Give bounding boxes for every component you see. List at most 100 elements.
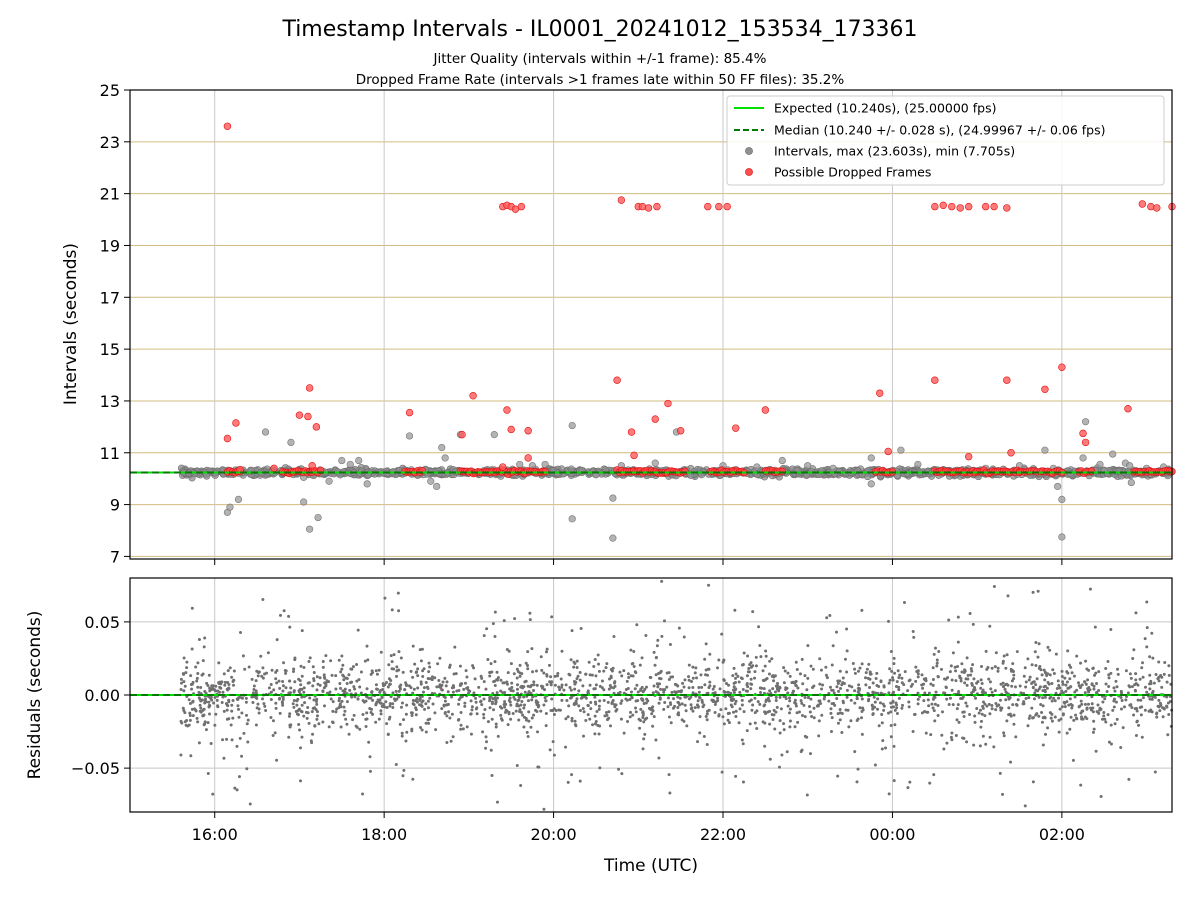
residual-point — [424, 681, 428, 685]
residual-point — [761, 720, 765, 724]
residual-point — [504, 708, 508, 712]
residual-point — [1150, 631, 1154, 635]
residual-point — [475, 712, 479, 716]
dropped-frame-point — [931, 202, 939, 211]
residual-point — [419, 682, 423, 686]
residual-point — [751, 664, 755, 668]
residual-point — [1011, 662, 1015, 666]
residual-point — [805, 735, 809, 739]
residual-point — [639, 719, 643, 723]
residual-point — [619, 701, 623, 705]
residuals-y-tick-label: 0.00 — [84, 686, 120, 705]
residual-point — [289, 686, 293, 690]
residual-point — [338, 703, 342, 707]
intervals-y-tick-label: 15 — [100, 340, 120, 359]
residual-point — [777, 765, 781, 769]
residual-point — [1091, 710, 1095, 714]
residual-point — [1030, 681, 1034, 685]
residual-point — [928, 781, 932, 785]
residual-point — [1024, 680, 1028, 684]
residual-point — [236, 697, 240, 701]
residual-point — [302, 665, 306, 669]
residual-point — [400, 731, 404, 735]
residual-point — [696, 699, 700, 703]
residual-point — [695, 703, 699, 707]
residual-point — [533, 708, 537, 712]
residual-point — [490, 717, 494, 721]
residual-point — [1133, 688, 1137, 692]
residual-point — [315, 675, 319, 679]
residual-point — [250, 677, 254, 681]
residual-point — [564, 683, 568, 687]
residual-point — [898, 673, 902, 677]
residual-point — [680, 702, 684, 706]
residual-point — [542, 807, 546, 811]
residual-point — [877, 684, 881, 688]
residual-point — [190, 647, 194, 651]
residual-point — [298, 746, 302, 750]
residual-point — [747, 666, 751, 670]
residual-point — [188, 718, 192, 722]
residual-point — [493, 660, 497, 664]
residual-point — [964, 677, 968, 681]
residual-point — [245, 767, 249, 771]
x-tick-label: 20:00 — [531, 825, 577, 844]
residual-point — [500, 718, 504, 722]
residual-point — [874, 677, 878, 681]
residual-point — [884, 746, 888, 750]
residual-point — [402, 768, 406, 772]
residual-point — [594, 702, 598, 706]
residual-point — [1070, 671, 1074, 675]
residual-point — [1079, 699, 1083, 703]
residual-point — [957, 720, 961, 724]
residual-point — [916, 702, 920, 706]
residual-point — [962, 710, 966, 714]
residual-point — [808, 710, 812, 714]
residual-point — [411, 702, 415, 706]
residual-point — [340, 654, 344, 658]
residual-point — [1061, 680, 1065, 684]
residual-point — [951, 651, 955, 655]
intervals-y-tick-label: 9 — [110, 496, 120, 515]
x-tick-label: 18:00 — [361, 825, 407, 844]
residual-point — [570, 629, 574, 633]
dropped-frame-point — [617, 196, 626, 204]
residual-point — [635, 683, 639, 687]
residual-point — [1043, 695, 1047, 699]
residual-point — [558, 688, 562, 692]
residual-point — [746, 654, 750, 658]
residual-point — [845, 670, 849, 674]
intervals-y-tick-label: 23 — [100, 133, 120, 152]
residual-point — [1150, 691, 1154, 695]
interval-point — [300, 498, 308, 506]
residual-point — [1001, 659, 1005, 663]
residual-point — [1058, 707, 1062, 711]
residual-point — [517, 704, 521, 708]
residual-point — [756, 700, 760, 704]
residual-point — [246, 718, 250, 722]
residual-point — [293, 656, 297, 660]
residual-point — [708, 684, 712, 688]
residual-point — [835, 685, 839, 689]
residual-point — [288, 679, 292, 683]
residual-point — [858, 706, 862, 710]
residual-point — [1090, 682, 1094, 686]
residual-point — [1148, 673, 1152, 677]
residual-point — [812, 716, 816, 720]
residual-point — [544, 699, 548, 703]
residual-point — [440, 688, 444, 692]
residual-point — [935, 661, 939, 665]
residual-point — [924, 679, 928, 683]
dropped-frame-point — [715, 202, 723, 211]
residual-point — [607, 710, 611, 714]
residual-point — [636, 690, 640, 694]
residual-point — [900, 706, 904, 710]
residual-point — [833, 703, 837, 707]
residual-point — [593, 695, 597, 699]
residual-point — [979, 686, 983, 690]
residual-point — [1113, 697, 1117, 701]
residual-point — [1073, 690, 1077, 694]
residual-point — [1034, 713, 1038, 717]
dropped-frame-point — [524, 427, 532, 435]
residual-point — [758, 702, 762, 706]
